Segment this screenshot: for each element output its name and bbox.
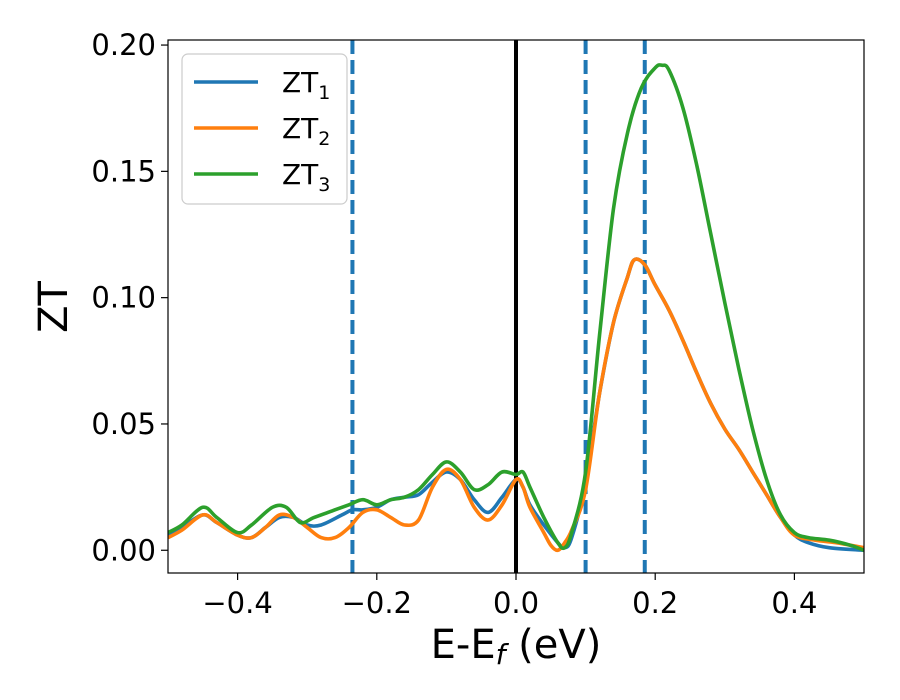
y-tick-label: 0.15 (91, 154, 156, 188)
y-tick-label: 0.20 (91, 28, 156, 62)
x-tick-label: 0.4 (771, 586, 817, 620)
legend: ZT1 ZT2 ZT3 (181, 53, 348, 205)
y-tick-label: 0.10 (91, 281, 156, 315)
x-axis-ticks: −0.4 −0.2 0.0 0.2 0.4 (202, 573, 817, 620)
x-tick-label: −0.4 (202, 586, 272, 620)
y-tick-label: 0.05 (91, 407, 156, 441)
series-lines (168, 63, 864, 553)
x-axis-label: E-Ef (eV) (431, 622, 602, 671)
x-tick-label: 0.2 (632, 586, 678, 620)
x-tick-label: −0.2 (342, 586, 412, 620)
y-tick-label: 0.00 (91, 533, 156, 567)
series-line-3 (168, 63, 864, 552)
legend-frame (181, 53, 348, 205)
y-axis-ticks: 0.00 0.05 0.10 0.15 0.20 (91, 28, 168, 567)
y-axis-label: ZT (31, 281, 77, 333)
legend-label-3: ZT3 (282, 158, 330, 196)
legend-label-2: ZT2 (282, 112, 330, 150)
legend-label-1: ZT1 (282, 66, 330, 104)
x-tick-label: 0.0 (493, 586, 539, 620)
